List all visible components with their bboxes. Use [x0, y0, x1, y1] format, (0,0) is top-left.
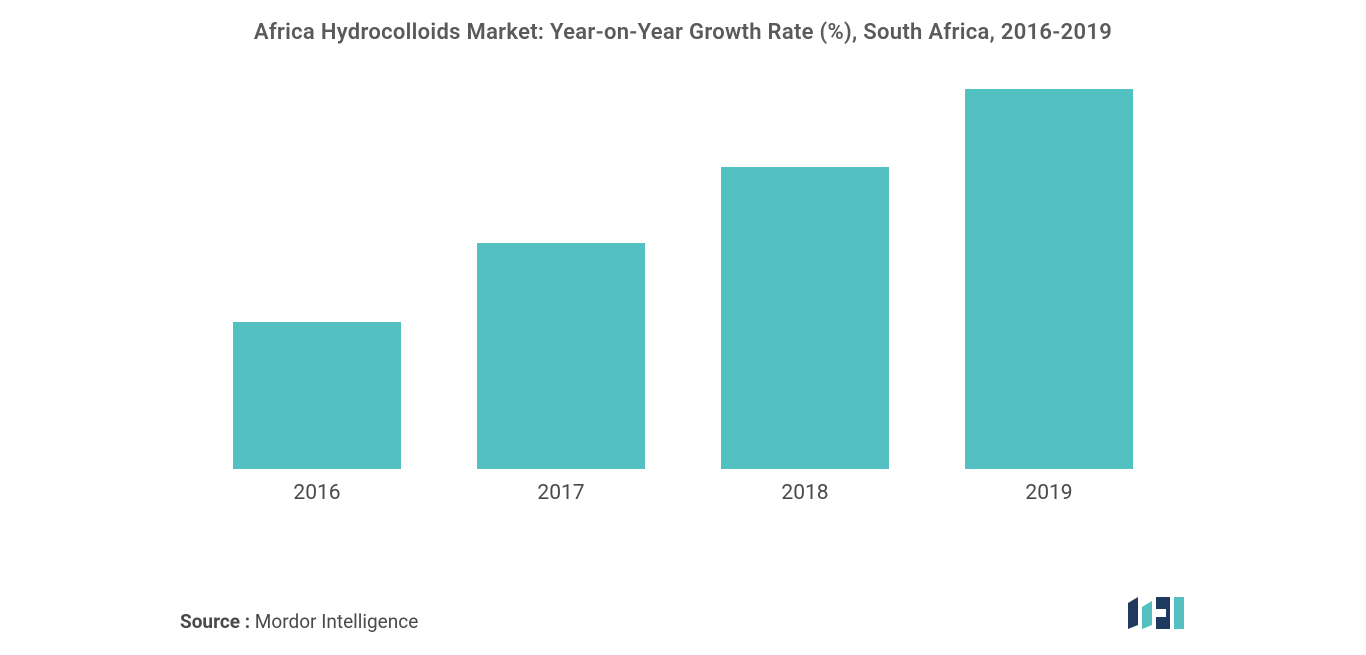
logo-bar-1 [1128, 597, 1138, 629]
chart-container: Africa Hydrocolloids Market: Year-on-Yea… [0, 0, 1366, 655]
logo-bar-2 [1142, 601, 1152, 629]
bar-label-2019: 2019 [1025, 481, 1072, 505]
source-value: Mordor Intelligence [250, 610, 418, 633]
mordor-logo-icon [1126, 595, 1186, 631]
bar-2017 [477, 243, 645, 469]
source-label: Source : [180, 610, 250, 633]
chart-title: Africa Hydrocolloids Market: Year-on-Yea… [0, 20, 1366, 45]
logo-container [1126, 595, 1186, 635]
bar-2016 [233, 322, 401, 469]
bar-group-2018: 2018 [721, 167, 889, 505]
bar-group-2016: 2016 [233, 322, 401, 505]
bar-group-2019: 2019 [965, 89, 1133, 505]
logo-bar-3 [1156, 597, 1170, 629]
source-line: Source : Mordor Intelligence [180, 610, 418, 633]
bar-label-2018: 2018 [781, 481, 828, 505]
bar-2019 [965, 89, 1133, 469]
plot-area: 2016 2017 2018 2019 [213, 85, 1153, 505]
bar-group-2017: 2017 [477, 243, 645, 505]
bar-label-2016: 2016 [293, 481, 340, 505]
bar-label-2017: 2017 [537, 481, 584, 505]
logo-bar-4 [1174, 597, 1184, 629]
bar-2018 [721, 167, 889, 469]
